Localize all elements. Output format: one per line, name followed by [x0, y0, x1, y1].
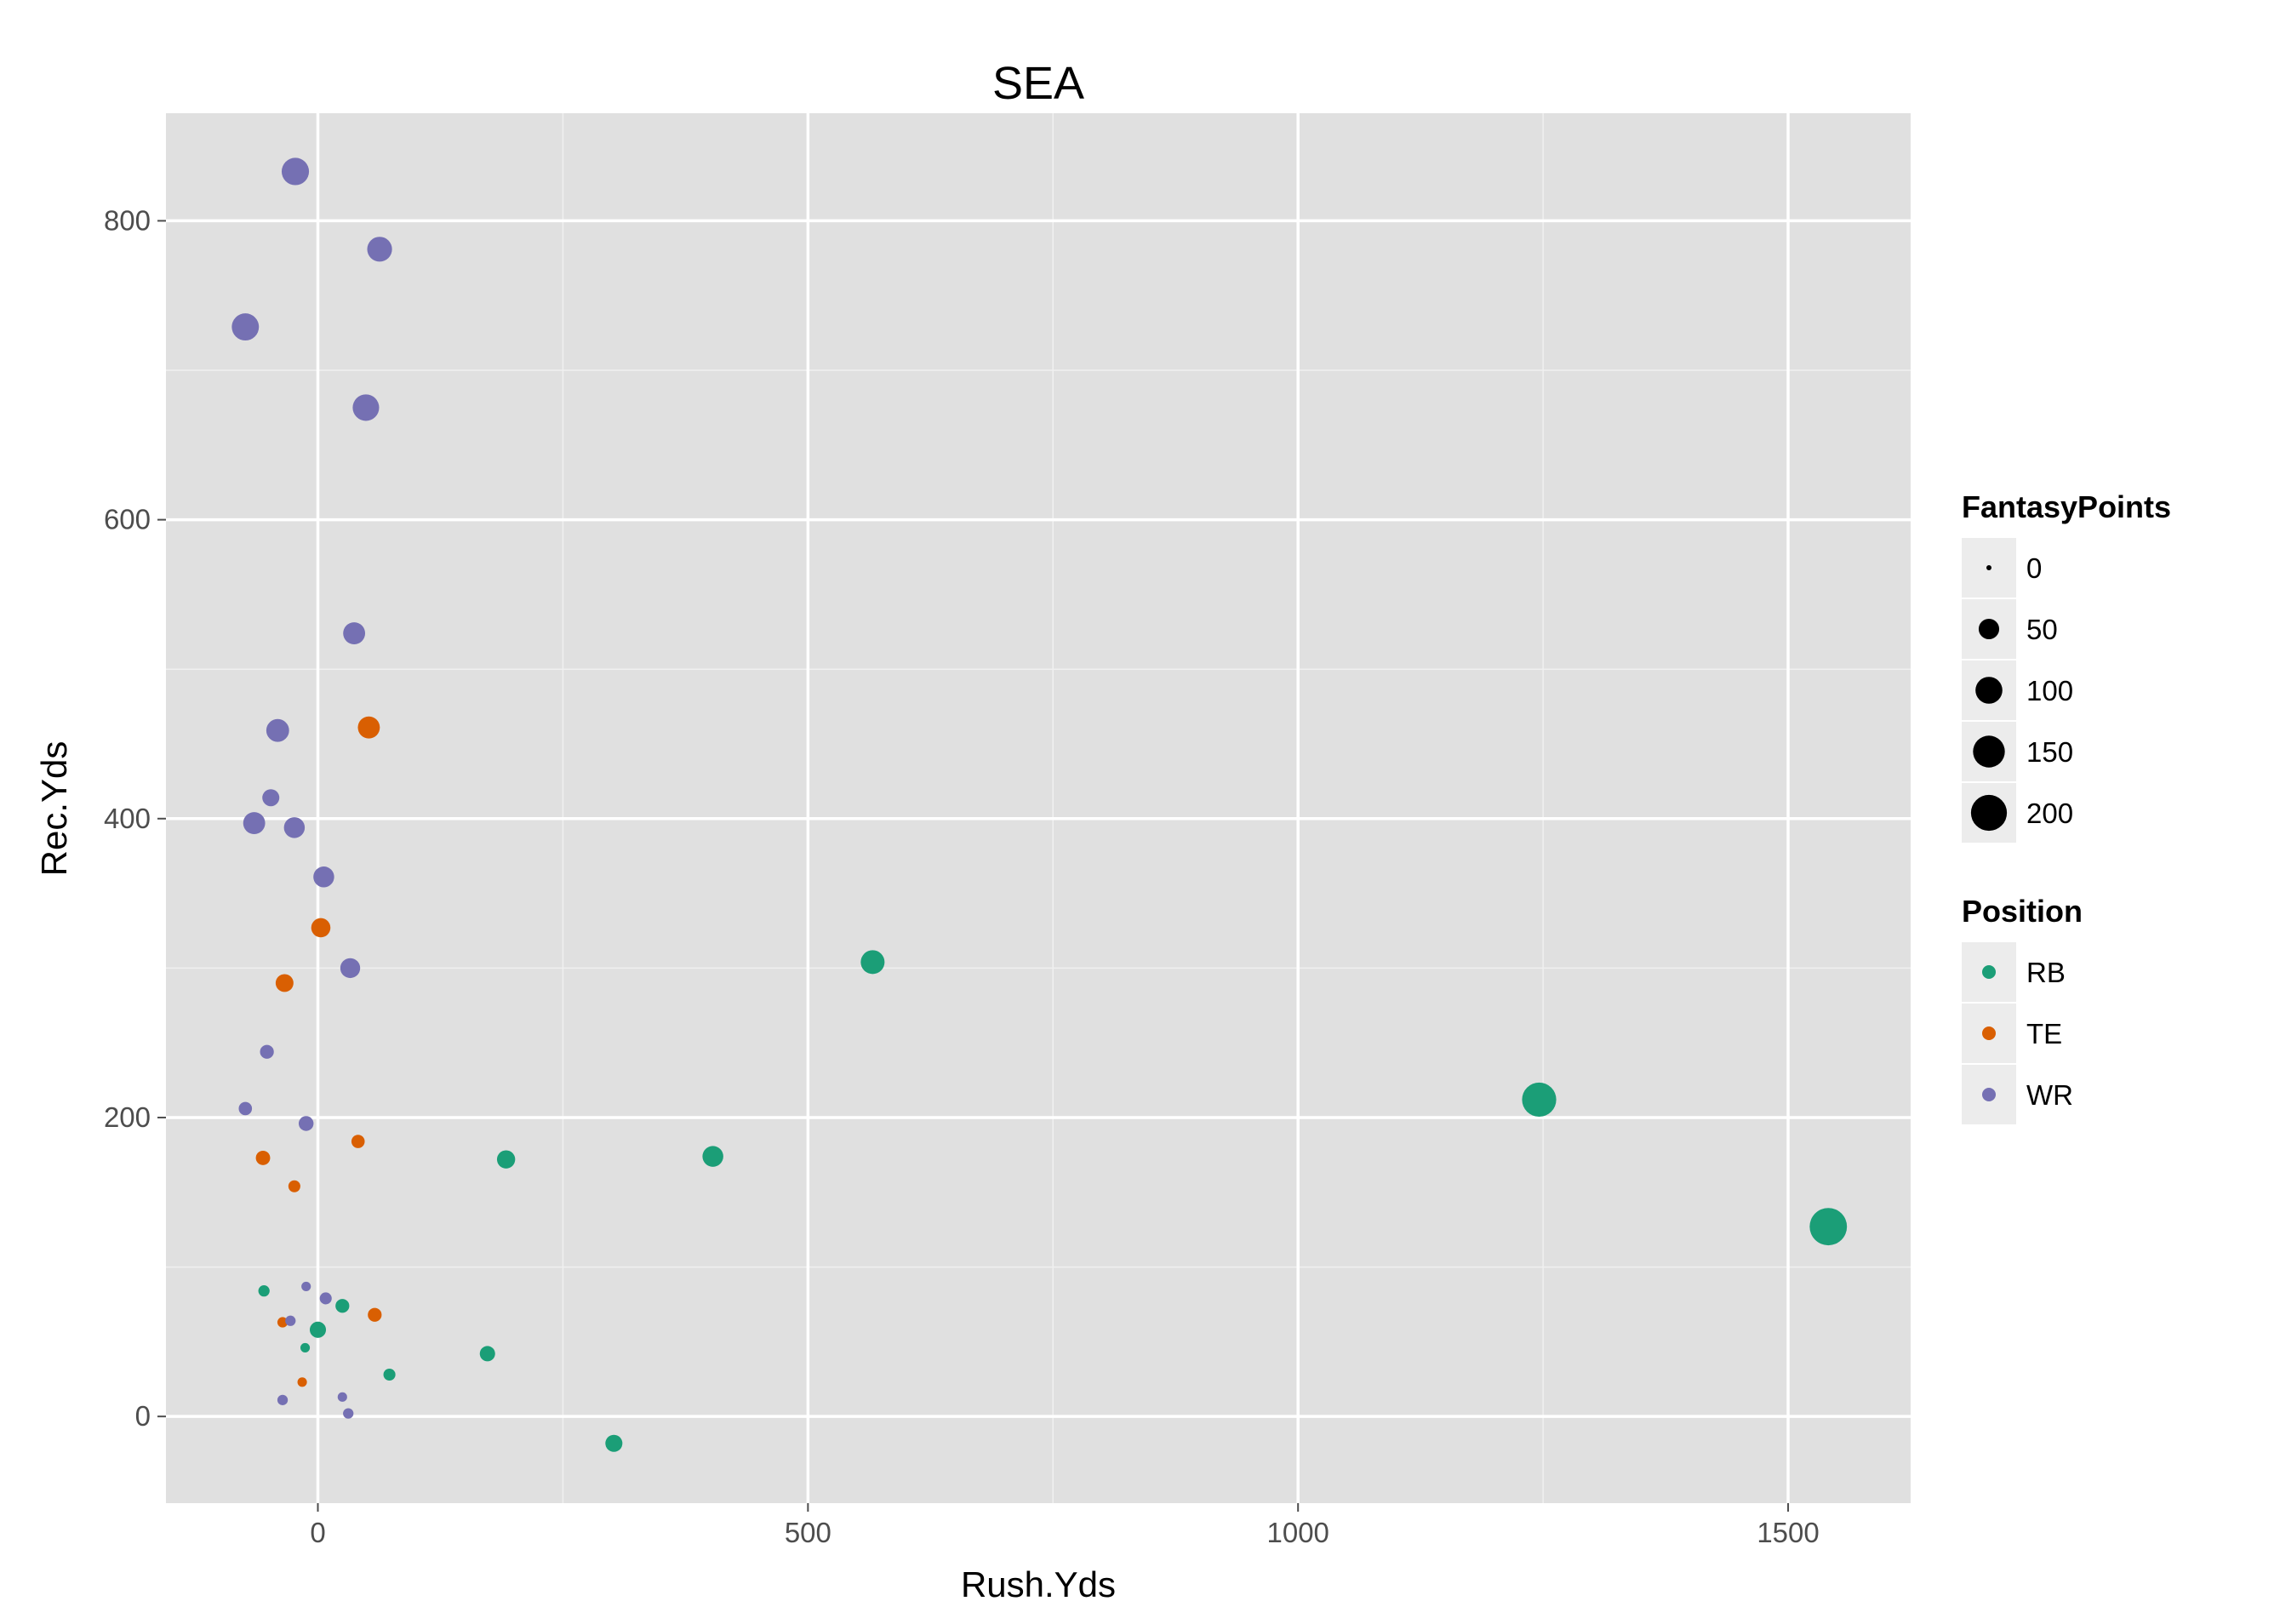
size-legend-dot [1973, 735, 2005, 768]
point-rb [702, 1146, 723, 1167]
size-legend-items: 0 50 100 150 200 [1962, 538, 2073, 843]
color-legend-items: RB TE WR [1962, 942, 2073, 1124]
point-wr [343, 1408, 354, 1419]
point-wr [340, 958, 361, 979]
color-legend-label: TE [2026, 1018, 2062, 1049]
y-tick-label: 0 [135, 1400, 151, 1432]
x-tick-label: 0 [310, 1517, 325, 1548]
size-legend-dot [1978, 618, 2000, 640]
y-tick-label: 400 [104, 803, 151, 834]
point-wr [285, 1315, 296, 1326]
point-te [255, 1150, 271, 1165]
point-rb [1809, 1208, 1848, 1246]
point-wr [319, 1292, 332, 1305]
point-te [288, 1180, 300, 1192]
point-wr [238, 1101, 253, 1116]
point-te [275, 974, 294, 992]
color-legend-dot-te [1982, 1026, 1996, 1040]
point-rb [383, 1368, 396, 1381]
point-rb [605, 1434, 623, 1452]
point-wr [298, 1116, 314, 1131]
x-axis: 0 500 1000 1500 [310, 1503, 1820, 1548]
point-wr [301, 1281, 311, 1291]
point-rb [258, 1285, 270, 1297]
y-axis-title: Rec.Yds [34, 741, 74, 877]
x-tick-label: 1000 [1266, 1517, 1329, 1548]
point-wr [313, 866, 334, 888]
point-wr [231, 313, 260, 341]
size-legend-label: 200 [2026, 798, 2073, 829]
point-rb [479, 1346, 495, 1362]
x-axis-title: Rush.Yds [961, 1564, 1116, 1604]
color-legend-dot-rb [1982, 965, 1996, 979]
point-wr [277, 1394, 289, 1405]
chart-title: SEA [992, 58, 1084, 109]
size-legend-label: 150 [2026, 736, 2073, 768]
point-wr [337, 1392, 347, 1402]
point-wr [281, 157, 310, 186]
size-legend-label: 50 [2026, 614, 2058, 645]
point-te [357, 716, 380, 739]
point-te [297, 1377, 307, 1387]
size-legend-title: FantasyPoints [1962, 489, 2171, 524]
point-rb [1522, 1082, 1557, 1117]
y-tick-label: 600 [104, 504, 151, 535]
x-tick-label: 500 [785, 1517, 831, 1548]
point-wr [260, 1044, 274, 1059]
point-rb [300, 1342, 311, 1352]
point-te [277, 1317, 289, 1328]
grid-lines [166, 113, 1911, 1503]
color-legend-label: WR [2026, 1079, 2073, 1111]
point-wr [266, 718, 289, 742]
size-legend-dot [1975, 677, 2003, 704]
point-te [311, 918, 331, 938]
point-wr [243, 812, 266, 834]
data-points [231, 157, 1848, 1452]
point-wr [343, 622, 366, 644]
color-legend-title: Position [1962, 894, 2083, 929]
legend: FantasyPoints 0 50 100 150 200 Position RB TE… [1962, 489, 2171, 1124]
size-legend-label: 0 [2026, 552, 2042, 584]
point-rb [860, 950, 885, 975]
size-legend-dot [1970, 794, 2008, 832]
point-te [351, 1135, 365, 1148]
size-legend-dot [1986, 565, 1991, 570]
y-axis: 0 200 400 600 800 [104, 204, 166, 1432]
y-tick-label: 200 [104, 1101, 151, 1133]
point-rb [335, 1299, 350, 1313]
point-rb [309, 1321, 327, 1338]
size-legend-label: 100 [2026, 675, 2073, 706]
point-wr [367, 237, 392, 262]
plot-panel [166, 113, 1911, 1503]
point-wr [262, 789, 280, 807]
y-tick-label: 800 [104, 204, 151, 236]
point-wr [352, 394, 380, 421]
x-tick-label: 1500 [1757, 1517, 1819, 1548]
color-legend-label: RB [2026, 957, 2066, 988]
point-rb [496, 1150, 516, 1169]
color-legend-dot-wr [1982, 1088, 1996, 1101]
point-te [368, 1307, 382, 1322]
point-wr [283, 817, 306, 838]
